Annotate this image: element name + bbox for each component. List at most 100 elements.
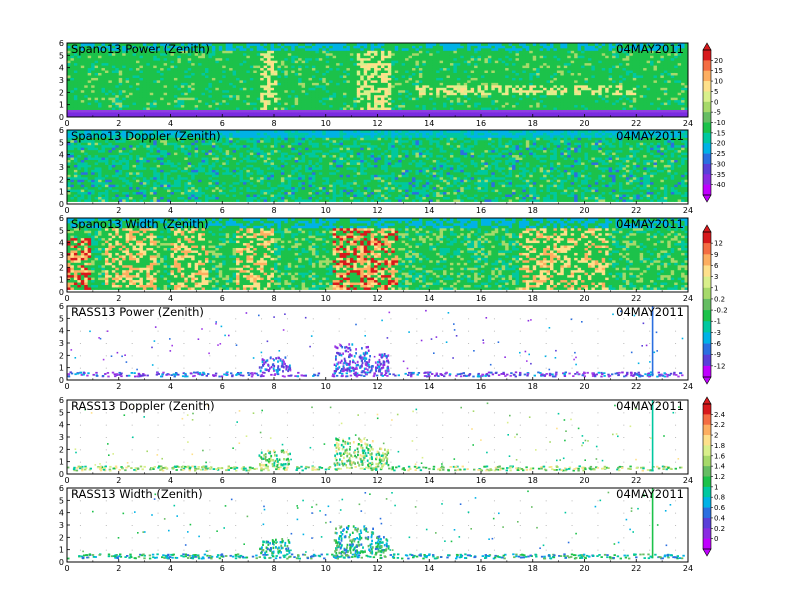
heatmap-cell bbox=[501, 70, 506, 73]
heatmap-cell bbox=[149, 84, 154, 88]
heatmap-cell bbox=[163, 47, 168, 51]
heatmap-cell bbox=[191, 102, 196, 106]
heatmap-cell bbox=[463, 82, 468, 86]
heatmap-cell bbox=[612, 99, 616, 103]
heatmap-cell bbox=[280, 82, 285, 86]
heatmap-cell bbox=[356, 50, 361, 54]
heatmap-cell bbox=[577, 80, 582, 83]
heatmap-cell bbox=[563, 60, 568, 64]
heatmap-cell bbox=[574, 114, 578, 118]
heatmap-cell bbox=[601, 109, 606, 113]
heatmap-cell bbox=[453, 47, 458, 51]
heatmap-cell bbox=[353, 70, 358, 73]
heatmap-cell bbox=[629, 80, 634, 83]
heatmap-cell bbox=[287, 97, 292, 101]
heatmap-cell bbox=[346, 102, 351, 106]
heatmap-cell bbox=[398, 77, 403, 81]
heatmap-cell bbox=[329, 70, 334, 73]
heatmap-cell bbox=[629, 84, 634, 88]
heatmap-cell bbox=[598, 94, 603, 98]
heatmap-cell bbox=[270, 80, 275, 83]
heatmap-cell bbox=[460, 62, 465, 66]
heatmap-cell bbox=[211, 99, 216, 103]
heatmap-cell bbox=[532, 43, 537, 46]
heatmap-cell bbox=[587, 80, 592, 83]
heatmap-cell bbox=[598, 84, 603, 88]
heatmap-cell bbox=[394, 67, 399, 71]
heatmap-cell bbox=[146, 72, 151, 76]
heatmap-cell bbox=[274, 97, 278, 101]
heatmap-cell bbox=[249, 102, 254, 106]
heatmap-cell bbox=[222, 97, 227, 101]
heatmap-cell bbox=[367, 50, 371, 54]
heatmap-cell bbox=[487, 97, 492, 101]
heatmap-cell bbox=[274, 57, 278, 61]
heatmap-cell bbox=[470, 89, 475, 93]
heatmap-cell bbox=[270, 97, 275, 101]
heatmap-cell bbox=[315, 109, 320, 113]
heatmap-cell bbox=[622, 94, 627, 98]
heatmap-cell bbox=[429, 50, 434, 54]
heatmap-cell bbox=[108, 60, 113, 64]
heatmap-cell bbox=[70, 77, 75, 81]
heatmap-cell bbox=[284, 45, 289, 49]
heatmap-cell bbox=[111, 109, 116, 113]
heatmap-cell bbox=[432, 57, 437, 61]
heatmap-cell bbox=[374, 55, 378, 59]
heatmap-cell bbox=[525, 104, 530, 108]
heatmap-cell bbox=[94, 107, 99, 110]
heatmap-cell bbox=[115, 47, 120, 51]
heatmap-cell bbox=[477, 77, 482, 81]
heatmap-cell bbox=[170, 107, 175, 110]
heatmap-cell bbox=[208, 99, 213, 103]
heatmap-cell bbox=[325, 99, 330, 103]
heatmap-cell bbox=[73, 107, 78, 110]
heatmap-cell bbox=[315, 75, 320, 78]
heatmap-cell bbox=[508, 72, 513, 76]
heatmap-cell bbox=[374, 102, 378, 106]
heatmap-cell bbox=[274, 89, 278, 93]
heatmap-cell bbox=[512, 62, 516, 66]
heatmap-cell bbox=[439, 89, 444, 93]
heatmap-cell bbox=[339, 102, 344, 106]
heatmap-cell bbox=[242, 112, 247, 115]
heatmap-cell bbox=[518, 50, 523, 54]
heatmap-cell bbox=[222, 89, 227, 93]
heatmap-cell bbox=[608, 77, 613, 81]
heatmap-cell bbox=[384, 62, 389, 66]
heatmap-cell bbox=[139, 62, 144, 66]
heatmap-cell bbox=[170, 109, 175, 113]
heatmap-cell bbox=[311, 47, 316, 51]
heatmap-cell bbox=[246, 89, 251, 93]
heatmap-cell bbox=[77, 55, 82, 59]
heatmap-cell bbox=[574, 80, 578, 83]
heatmap-cell bbox=[122, 114, 127, 118]
heatmap-cell bbox=[384, 50, 389, 54]
heatmap-cell bbox=[532, 45, 537, 49]
heatmap-cell bbox=[577, 50, 582, 54]
heatmap-cell bbox=[349, 104, 354, 108]
heatmap-cell bbox=[387, 47, 392, 51]
heatmap-cell bbox=[177, 102, 182, 106]
heatmap-cell bbox=[284, 52, 289, 56]
heatmap-cell bbox=[436, 84, 440, 88]
heatmap-cell bbox=[343, 75, 347, 78]
heatmap-cell bbox=[553, 62, 558, 66]
heatmap-cell bbox=[391, 62, 396, 66]
heatmap-cell bbox=[380, 60, 385, 64]
heatmap-cell bbox=[73, 65, 78, 69]
heatmap-cell bbox=[356, 94, 361, 98]
heatmap-cell bbox=[349, 43, 354, 46]
heatmap-cell bbox=[229, 102, 233, 106]
heatmap-cell bbox=[498, 80, 503, 83]
heatmap-cell bbox=[211, 55, 216, 59]
heatmap-cell bbox=[139, 97, 144, 101]
heatmap-cell bbox=[587, 112, 592, 115]
heatmap-cell bbox=[242, 80, 247, 83]
heatmap-cell bbox=[394, 77, 399, 81]
heatmap-cell bbox=[274, 109, 278, 113]
heatmap-cell bbox=[422, 92, 427, 96]
heatmap-cell bbox=[208, 107, 213, 110]
heatmap-cell bbox=[325, 57, 330, 61]
heatmap-cell bbox=[267, 60, 271, 64]
